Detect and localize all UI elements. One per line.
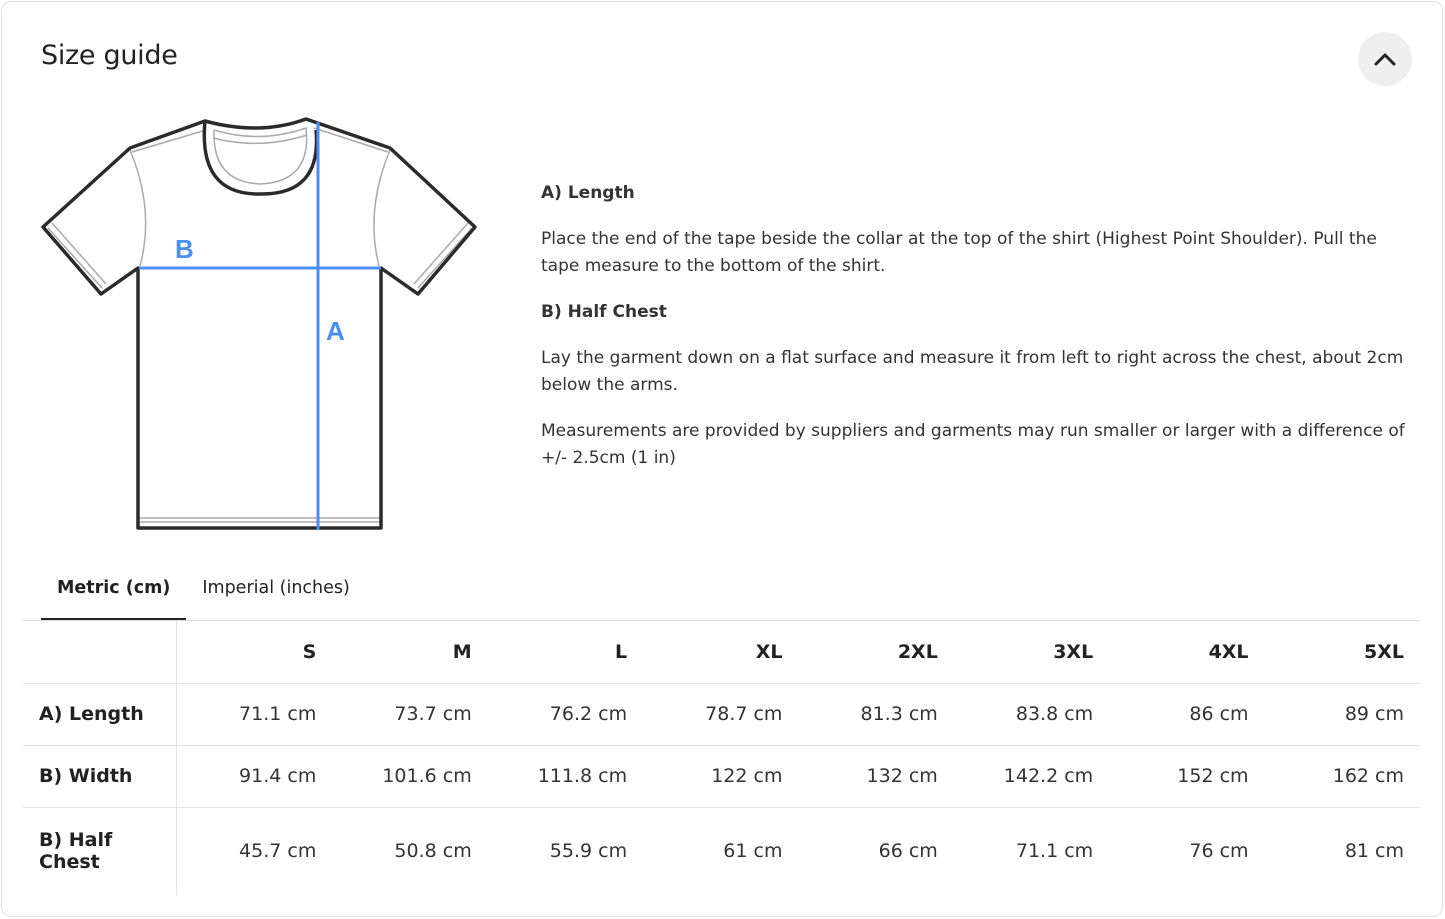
tshirt-diagram: B A (41, 117, 477, 530)
table-row: B) Half Chest 45.7 cm 50.8 cm 55.9 cm 61… (23, 807, 1420, 895)
collapse-button[interactable] (1358, 32, 1412, 86)
chest-text: Lay the garment down on a flat surface a… (541, 348, 1404, 395)
table-cell: 45.7 cm (239, 840, 317, 863)
row-label: B) Width (23, 745, 178, 808)
table-cell: 142.2 cm (953, 745, 1110, 808)
table-cell: 86 cm (1109, 683, 1265, 746)
size-header: L (487, 621, 644, 684)
size-header: S (176, 621, 333, 684)
size-header: 5XL (1264, 621, 1420, 684)
table-cell: 71.1 cm (176, 683, 333, 746)
table-cell: 76.2 cm (487, 683, 644, 746)
table-cell: 122 cm (643, 745, 799, 808)
tab-imperial[interactable]: Imperial (inches) (202, 578, 350, 598)
table-cell: 50.8 cm (394, 840, 472, 863)
table-cell: 66 cm (878, 840, 938, 863)
unit-tabs: Metric (cm) Imperial (inches) (41, 570, 366, 621)
size-header: XL (643, 621, 799, 684)
size-header: 2XL (798, 621, 954, 684)
table-cell: 91.4 cm (176, 745, 333, 808)
table-cell: 152 cm (1109, 745, 1265, 808)
table-cell: 132 cm (798, 745, 954, 808)
table-cell: 76 cm (1189, 840, 1249, 863)
row-label: B) Half Chest (23, 807, 178, 895)
measurement-instructions: A) Length Place the end of the tape besi… (541, 180, 1411, 491)
table-cell: 81.3 cm (798, 683, 954, 746)
row-label: A) Length (23, 683, 178, 746)
table-cell: 83.8 cm (953, 683, 1110, 746)
page-title: Size guide (41, 40, 178, 71)
chest-heading: B) Half Chest (541, 302, 667, 322)
table-cell: 78.7 cm (643, 683, 799, 746)
table-cell: 162 cm (1264, 745, 1420, 808)
table-cell: 73.7 cm (332, 683, 488, 746)
size-header: 3XL (953, 621, 1110, 684)
table-cell: 61 cm (723, 840, 783, 863)
size-table: S M L XL 2XL 3XL 4XL 5XL A) Length 71.1 … (23, 621, 1420, 895)
measurement-note: Measurements are provided by suppliers a… (541, 421, 1405, 468)
length-heading: A) Length (541, 183, 635, 203)
table-cell: 101.6 cm (332, 745, 488, 808)
table-cell: 111.8 cm (487, 745, 644, 808)
size-header: M (332, 621, 488, 684)
table-cell: 89 cm (1264, 683, 1420, 746)
table-cell: 55.9 cm (549, 840, 628, 863)
size-header: 4XL (1109, 621, 1265, 684)
length-text: Place the end of the tape beside the col… (541, 229, 1377, 276)
table-cell: 81 cm (1344, 840, 1404, 863)
table-row: A) Length 71.1 cm 73.7 cm 76.2 cm 78.7 c… (23, 683, 1420, 746)
divider (23, 620, 1420, 621)
label-b: B (175, 234, 194, 264)
label-a: A (326, 316, 345, 346)
table-row: B) Width 91.4 cm 101.6 cm 111.8 cm 122 c… (23, 745, 1420, 808)
table-header-row: S M L XL 2XL 3XL 4XL 5XL (23, 621, 1420, 684)
chevron-up-icon (1374, 53, 1396, 66)
tab-metric[interactable]: Metric (cm) (41, 570, 187, 621)
table-cell: 71.1 cm (1015, 840, 1094, 863)
